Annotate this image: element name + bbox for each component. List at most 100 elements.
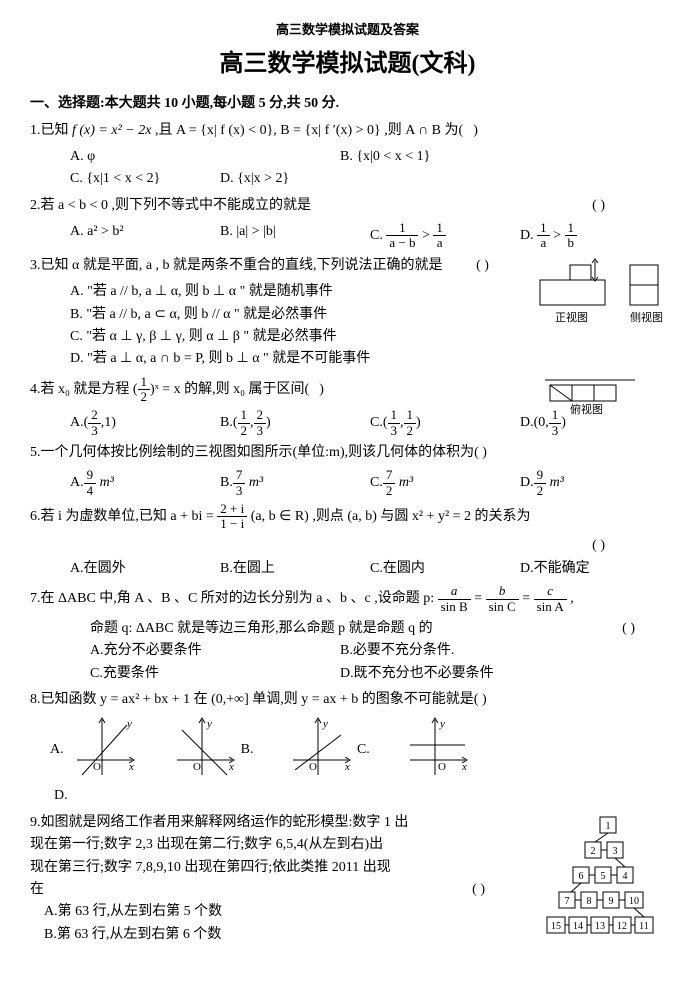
q4a-d: 3 xyxy=(88,424,101,438)
q7-f1n: a xyxy=(438,584,471,599)
svg-text:俯视图: 俯视图 xyxy=(570,402,603,415)
q4c-pre: C.( xyxy=(370,415,388,430)
q6-opt-c: C.在圆内 xyxy=(370,558,520,580)
q8-opt-a-wrap: A. y x O D. xyxy=(50,715,137,807)
q2c-mid: > xyxy=(418,228,433,243)
q4b-pre: B.( xyxy=(220,415,238,430)
q4c-post: ) xyxy=(416,415,421,430)
graph-c-icon: y x O xyxy=(400,715,470,785)
q4b-d2: 3 xyxy=(254,424,267,438)
q2c-n2: 1 xyxy=(433,221,446,236)
svg-text:14: 14 xyxy=(573,921,583,932)
q5b-post: m³ xyxy=(245,475,263,490)
q6-stem-b: (a, b ∈ R) ,则点 (a, b) 与圆 x² + y² = 2 的关系… xyxy=(247,509,530,524)
q2c-d1: a − b xyxy=(386,236,418,250)
q7-f2n: b xyxy=(486,584,519,599)
q8-opt-c-wrap: y x O xyxy=(400,715,470,785)
q8-graphs: A. y x O D. y x O B. xyxy=(50,715,665,807)
q2-opt-b: B. |a| > |b| xyxy=(220,221,370,251)
svg-text:3: 3 xyxy=(613,846,618,857)
svg-text:13: 13 xyxy=(595,921,605,932)
q2-opt-d: D. 1a > 1b xyxy=(520,221,610,251)
svg-text:8: 8 xyxy=(587,896,592,907)
q4-num: 1 xyxy=(138,375,151,390)
q5b-pre: B. xyxy=(220,475,233,490)
q7-f2d: sin C xyxy=(486,600,519,614)
q7-f3d: sin A xyxy=(534,600,567,614)
question-5: 5.一个几何体按比例绘制的三视图如图所示(单位:m),则该几何体的体积为( ) xyxy=(30,442,665,464)
svg-text:y: y xyxy=(439,718,445,730)
q4a-n: 2 xyxy=(88,408,101,423)
q2-opt-c: C. 1a − b > 1a xyxy=(370,221,520,251)
q4b-d: 2 xyxy=(238,424,251,438)
svg-text:O: O xyxy=(93,761,101,773)
q7-opt-c: C.充要条件 xyxy=(90,663,340,685)
svg-text:y: y xyxy=(322,718,328,730)
q6-n: 2 + i xyxy=(217,502,247,517)
q7-opt-b: B.必要不充分条件. xyxy=(340,640,490,662)
question-8: 8.已知函数 y = ax² + bx + 1 在 (0,+∞] 单调,则 y … xyxy=(30,689,665,711)
q8-stem: 8.已知函数 y = ax² + bx + 1 在 (0,+∞] 单调,则 y … xyxy=(30,692,487,707)
question-6: 6.若 i 为虚数单位,已知 a + bi = 2 + i1 − i (a, b… xyxy=(30,502,665,532)
q4-opt-c: C.(13,12) xyxy=(370,408,520,438)
q1-stem-b: ,且 A = {x| f (x) < 0}, B = {x| f ′(x) > … xyxy=(151,123,463,138)
q1-stem-a: 1.已知 xyxy=(30,123,72,138)
svg-text:侧视图: 侧视图 xyxy=(630,310,663,324)
q8-opt-b2-wrap: y x O C. xyxy=(283,715,369,785)
svg-text:2: 2 xyxy=(591,846,596,857)
q5a-pre: A. xyxy=(70,475,84,490)
q2d-n1: 1 xyxy=(537,221,550,236)
q2d-d1: a xyxy=(537,236,550,250)
q8-c-label: C. xyxy=(357,743,370,758)
q1-opt-a: A. φ xyxy=(70,146,340,168)
q5-opt-b: B.73 m³ xyxy=(220,468,370,498)
svg-text:7: 7 xyxy=(565,896,570,907)
q2d-mid: > xyxy=(550,228,565,243)
q5d-pre: D. xyxy=(520,475,534,490)
graph-a2-icon: y x O xyxy=(167,715,237,785)
q6-stem-a: 6.若 i 为虚数单位,已知 a + bi = xyxy=(30,509,217,524)
question-1: 1.已知 f (x) = x² − 2x ,且 A = {x| f (x) < … xyxy=(30,120,665,142)
q4c-n2: 1 xyxy=(404,408,417,423)
q5-opt-d: D.92 m³ xyxy=(520,468,610,498)
q8-opt-b-wrap: y x O B. xyxy=(167,715,253,785)
q4c-d: 3 xyxy=(388,424,401,438)
q5a-post: m³ xyxy=(96,475,114,490)
q4b-n: 1 xyxy=(238,408,251,423)
q6-opt-d: D.不能确定 xyxy=(520,558,610,580)
svg-text:4: 4 xyxy=(623,871,628,882)
q6-paren: ( ) xyxy=(30,535,605,557)
q7-opt-d: D.既不充分也不必要条件 xyxy=(340,663,504,685)
q2d-d2: b xyxy=(565,236,578,250)
question-4: 4.若 x₀ 就是方程 (12)ˣ = x 的解,则 x₀ 属于区间() 俯视图 xyxy=(30,375,665,405)
svg-text:12: 12 xyxy=(617,921,627,932)
q5b-n: 7 xyxy=(233,468,246,483)
q1-fx: f (x) = x² − 2x xyxy=(72,123,151,138)
q7-line2-wrap: 命题 q: ΔABC 就是等边三角形,那么命题 p 就是命题 q 的 ( ) xyxy=(90,618,665,640)
q7-options: A.充分不必要条件 B.必要不充分条件. C.充要条件 D.既不充分也不必要条件 xyxy=(90,640,665,685)
q2d-pre: D. xyxy=(520,228,537,243)
q6-opt-a: A.在圆外 xyxy=(70,558,220,580)
q5d-d: 2 xyxy=(534,484,547,498)
svg-text:15: 15 xyxy=(551,921,561,932)
q4c-n: 1 xyxy=(388,408,401,423)
svg-text:x: x xyxy=(128,761,134,773)
q4-opt-b: B.(12,23) xyxy=(220,408,370,438)
q4c-d2: 2 xyxy=(404,424,417,438)
svg-text:O: O xyxy=(438,761,446,773)
q2c-n1: 1 xyxy=(386,221,418,236)
q9-l4: 在 xyxy=(30,882,44,897)
q2-stem: 2.若 a < b < 0 ,则下列不等式中不能成立的就是 xyxy=(30,198,311,213)
svg-text:11: 11 xyxy=(639,921,649,932)
section-1-heading: 一、选择题:本大题共 10 小题,每小题 5 分,共 50 分. xyxy=(30,93,665,115)
svg-text:y: y xyxy=(126,718,132,730)
question-3: 3.已知 α 就是平面, a , b 就是两条不重合的直线,下列说法正确的就是 … xyxy=(30,255,665,277)
q9-paren: ( ) xyxy=(472,879,485,901)
q4-opt-a: A.(23,1) xyxy=(70,408,220,438)
question-7: 7.在 ΔABC 中,角 A 、B 、C 所对的边长分别为 a 、b 、c ,设… xyxy=(30,584,665,614)
q4-stem-b: )ˣ = x 的解,则 x₀ 属于区间( xyxy=(150,382,309,397)
q5c-d: 2 xyxy=(383,484,396,498)
q5d-post: m³ xyxy=(546,475,564,490)
q7-line2: 命题 q: ΔABC 就是等边三角形,那么命题 p 就是命题 q 的 xyxy=(90,621,433,636)
q5c-pre: C. xyxy=(370,475,383,490)
